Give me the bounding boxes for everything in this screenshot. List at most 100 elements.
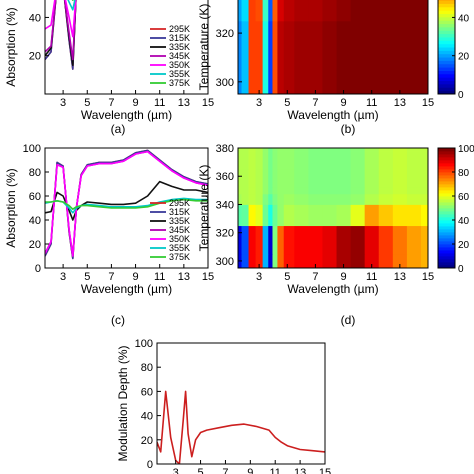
x-tick-label: 7 (108, 271, 114, 283)
heatmap-cell (248, 69, 256, 95)
heatmap-cell (294, 148, 309, 152)
heatmap-cell (241, 186, 249, 195)
heatmap-cell (255, 204, 264, 227)
heatmap-cell (248, 169, 256, 188)
heatmap-cell (283, 193, 295, 205)
heatmap-cell (272, 20, 278, 71)
heatmap-cell (406, 151, 422, 170)
x-tick-label: 15 (202, 97, 214, 109)
heatmap-cell (272, 151, 278, 170)
plot-frame (44, 147, 209, 269)
x-tick-label: 7 (222, 467, 228, 474)
heatmap-cell (378, 69, 394, 95)
colorbar-segment (438, 229, 455, 233)
heatmap-cell (272, 193, 278, 205)
heatmap-cell (238, 193, 242, 205)
heatmap-cell (420, 193, 429, 205)
heatmap-cell (255, 69, 264, 95)
heatmap-cell (420, 204, 429, 227)
legend-label: 295K (169, 198, 190, 208)
heatmap-cell (378, 186, 394, 195)
heatmap-cell (364, 151, 380, 170)
x-tick-label: 3 (173, 467, 179, 474)
x-tick-label: 9 (340, 97, 346, 109)
colorbar-segment (438, 83, 455, 88)
heatmap-cell (262, 204, 269, 227)
heatmap-cell (308, 225, 323, 255)
plot-frame (237, 0, 429, 95)
heatmap-cell (294, 69, 309, 95)
series-group (45, 149, 208, 260)
heatmap-cell (283, 204, 295, 227)
heatmap-cell (294, 169, 309, 188)
colorbar-tick-label: 80 (458, 168, 470, 179)
x-tick-label: 9 (340, 271, 346, 283)
heatmap-cell (283, 169, 295, 188)
panel-label-c: (c) (111, 313, 125, 327)
heatmap-cell (248, 20, 256, 71)
heatmap-cell (336, 148, 351, 152)
heatmap-cell (322, 193, 337, 205)
heatmap-cell (294, 225, 309, 255)
y-tick-label: 60 (141, 386, 153, 398)
y-tick-label: 0 (35, 263, 41, 275)
heatmap-cell (255, 253, 264, 269)
heatmap-cell (277, 20, 285, 71)
heatmap-cell (336, 253, 351, 269)
heatmap-cell (241, 225, 249, 255)
colorbar-segment (438, 163, 455, 167)
heatmap-cell (283, 151, 295, 170)
heatmap-cell (241, 193, 249, 205)
heatmap-cells (238, 148, 429, 269)
heatmap-cell (378, 151, 394, 170)
heatmap-cell (294, 253, 309, 269)
colorbar-segment (438, 43, 455, 48)
colorbar-segment (438, 148, 455, 152)
series-line-375K (45, 198, 208, 210)
colorbar-segment (438, 63, 455, 68)
heatmap-cell (268, 225, 273, 255)
colorbar-segment (438, 87, 455, 92)
heatmap-cell (378, 225, 394, 255)
heatmap-cell (378, 20, 394, 71)
heatmap-cell (262, 20, 269, 71)
x-tick-label: 9 (247, 467, 253, 474)
heatmap-cell (322, 69, 337, 95)
series-line-335K (45, 180, 208, 221)
heatmap-cell (364, 204, 380, 227)
heatmap-cell (277, 186, 285, 195)
x-tick-label: 13 (178, 271, 190, 283)
heatmap-cell (248, 151, 256, 170)
heatmap-cell (262, 253, 269, 269)
heatmap-cell (350, 204, 366, 227)
heatmap-cell (420, 0, 429, 22)
heatmap-cell (308, 151, 323, 170)
colorbar-segment (438, 178, 455, 182)
heatmap-cell (262, 151, 269, 170)
heatmap-cell (277, 0, 285, 22)
colorbar-segment (438, 187, 455, 191)
heatmap-cell (262, 225, 269, 255)
heatmap-cell (336, 169, 351, 188)
y-tick-label: 100 (23, 143, 41, 155)
colorbar-segment (438, 70, 455, 75)
colorbar-tick-label: 40 (458, 216, 470, 227)
heatmap-cell (248, 148, 256, 152)
heatmap-cell (241, 69, 249, 95)
series-line-355K (67, 0, 76, 11)
heatmap-cell (277, 225, 285, 255)
heatmap-cell (255, 169, 264, 188)
heatmap-cell (241, 0, 249, 22)
heatmap-cell (268, 148, 273, 152)
heatmap-cell (248, 193, 256, 205)
heatmap-cell (268, 193, 273, 205)
heatmap-cell (392, 69, 408, 95)
colorbar-segment (438, 23, 455, 28)
colorbar-segment (438, 37, 455, 41)
y-tick-label: 300 (216, 77, 234, 89)
colorbar-segment (438, 220, 455, 224)
colorbar-segment (438, 181, 455, 185)
colorbar-tick-label: 40 (458, 13, 470, 24)
heatmap-cell (378, 148, 394, 152)
x-tick-label: 3 (256, 97, 262, 109)
